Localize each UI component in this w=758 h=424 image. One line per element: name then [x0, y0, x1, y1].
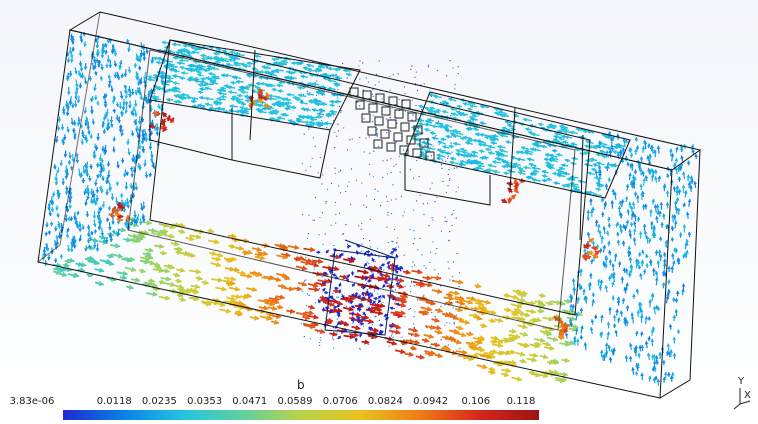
- colorbar-tick: 0.0471: [232, 396, 268, 407]
- center-cube: [407, 112, 417, 122]
- colorbar-tick: 0.118: [506, 396, 536, 407]
- colorbar-tick: 0.0589: [277, 396, 313, 407]
- center-cube: [367, 126, 377, 136]
- core-window: [149, 39, 591, 316]
- center-cube: [413, 125, 423, 135]
- vector-glyphs: [41, 31, 698, 386]
- center-cube: [394, 109, 404, 119]
- center-cube: [419, 138, 429, 148]
- center-cube: [406, 135, 416, 145]
- center-cube: [388, 96, 398, 106]
- center-cube: [387, 119, 397, 129]
- center-cube: [374, 116, 384, 126]
- center-coil-box: [324, 249, 396, 336]
- colorbar-tick: 0.0235: [141, 396, 177, 407]
- core-outer-front: [37, 29, 673, 399]
- center-cube: [362, 90, 372, 100]
- center-cube: [361, 113, 371, 123]
- center-cube: [401, 99, 411, 109]
- center-cube: [368, 103, 378, 113]
- colorbar-tick: 0.0706: [322, 396, 358, 407]
- center-cube: [412, 148, 422, 158]
- axis-y-label: Y: [738, 376, 745, 387]
- center-cube: [400, 122, 410, 132]
- wireframe-geometry: [37, 11, 702, 399]
- axis-x-label: X: [744, 390, 751, 401]
- colorbar-tick: 0.106: [461, 396, 491, 407]
- right-coil-box: [404, 91, 631, 199]
- center-cube-array: [349, 87, 435, 161]
- colorbar-tick: 0.0353: [187, 396, 223, 407]
- colorbar-tick: 0.0824: [367, 396, 403, 407]
- colorbar-tick: 0.0118: [96, 396, 132, 407]
- colorbar-tick: 3.83e-06: [9, 396, 55, 407]
- center-cube: [355, 100, 365, 110]
- center-cube: [425, 151, 435, 161]
- colorbar-tick: 0.0942: [413, 396, 449, 407]
- colorbar: [63, 410, 539, 420]
- center-cube: [386, 142, 396, 152]
- center-cube: [399, 145, 409, 155]
- center-cube: [380, 129, 390, 139]
- center-cube: [375, 93, 385, 103]
- orientation-axes: Y X: [730, 376, 758, 412]
- center-cube: [393, 132, 403, 142]
- center-cube: [381, 106, 391, 116]
- center-cube: [373, 139, 383, 149]
- center-cube: [349, 87, 359, 97]
